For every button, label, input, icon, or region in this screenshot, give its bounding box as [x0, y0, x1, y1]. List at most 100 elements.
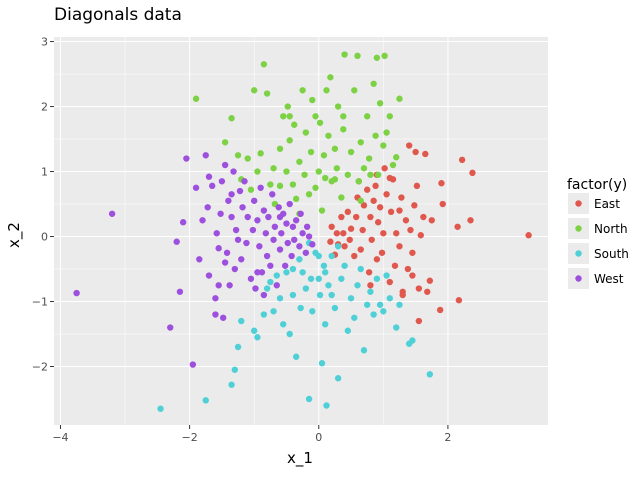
axis-ticks: −4 −2 0 2 −2 −1 0 1 2 3: [32, 36, 452, 444]
data-point-south: [351, 314, 358, 321]
data-point-north: [270, 165, 277, 172]
data-point-east: [333, 230, 341, 237]
data-point-north: [257, 150, 264, 157]
x-tick-label: −4: [52, 431, 68, 444]
data-point-west: [271, 223, 279, 230]
data-point-south: [344, 327, 352, 334]
data-point-west: [238, 256, 245, 263]
data-points: [73, 51, 532, 412]
legend-label-east: East: [594, 197, 620, 211]
data-point-east: [417, 232, 424, 239]
data-point-west: [215, 282, 222, 289]
data-point-west: [267, 262, 274, 269]
data-point-south: [334, 243, 342, 250]
data-point-east: [454, 223, 461, 230]
legend-label-north: North: [594, 222, 628, 236]
data-point-north: [263, 90, 271, 97]
data-point-west: [258, 269, 266, 276]
data-point-west: [244, 213, 251, 221]
data-point-west: [257, 184, 264, 191]
data-point-north: [318, 207, 326, 214]
data-point-west: [269, 191, 276, 198]
data-point-east: [359, 226, 366, 234]
data-point-east: [383, 191, 390, 198]
data-point-west: [219, 314, 227, 321]
data-point-south: [315, 275, 322, 282]
data-point-south: [383, 272, 390, 279]
data-point-north: [192, 95, 200, 102]
data-point-west: [303, 223, 311, 230]
data-point-south: [360, 347, 368, 354]
data-point-north: [373, 54, 381, 61]
data-point-south: [318, 360, 326, 367]
data-point-east: [420, 213, 427, 221]
data-point-east: [402, 217, 410, 224]
data-point-west: [179, 219, 187, 226]
data-point-south: [270, 308, 277, 315]
data-point-south: [296, 256, 303, 263]
data-point-west: [270, 236, 277, 243]
data-point-west: [167, 324, 174, 331]
x-axis-title: x_1: [287, 449, 313, 468]
data-point-west: [286, 200, 293, 208]
data-point-east: [438, 180, 445, 187]
data-point-west: [281, 262, 289, 269]
data-point-north: [280, 113, 287, 120]
data-point-west: [212, 311, 219, 318]
data-point-north: [360, 165, 368, 172]
data-point-south: [289, 291, 297, 299]
data-point-east: [458, 156, 466, 164]
y-tick-label: 0: [41, 231, 48, 244]
data-point-west: [305, 233, 313, 240]
data-point-north: [301, 171, 308, 178]
data-point-north: [292, 195, 300, 203]
data-point-west: [297, 210, 304, 217]
data-point-east: [422, 150, 429, 158]
x-tick-label: −2: [181, 431, 197, 444]
data-point-south: [234, 343, 242, 351]
data-point-west: [232, 226, 240, 234]
y-axis-title: x_2: [5, 222, 24, 248]
data-point-east: [351, 252, 358, 260]
data-point-east: [426, 277, 434, 284]
data-point-north: [325, 132, 332, 139]
data-point-south: [307, 275, 315, 282]
y-tick-label: 2: [41, 101, 48, 114]
data-point-west: [213, 230, 220, 237]
data-point-north: [322, 174, 329, 182]
data-point-east: [424, 288, 431, 295]
data-point-north: [286, 113, 293, 120]
data-point-east: [327, 238, 334, 245]
data-point-south: [250, 327, 258, 334]
y-tick-label: 1: [41, 166, 48, 179]
data-point-west: [234, 236, 242, 243]
data-point-north: [367, 171, 374, 178]
data-point-east: [404, 265, 412, 273]
data-point-west: [276, 213, 284, 221]
data-point-west: [284, 239, 291, 247]
data-point-east: [396, 207, 403, 214]
data-point-west: [215, 245, 222, 252]
data-point-north: [374, 171, 382, 178]
data-point-south: [393, 324, 400, 331]
data-point-west: [247, 275, 255, 282]
data-point-east: [469, 169, 476, 177]
data-point-west: [260, 207, 268, 214]
data-point-east: [357, 246, 364, 253]
data-point-east: [415, 317, 423, 325]
data-point-west: [289, 223, 297, 230]
data-point-north: [357, 139, 364, 146]
data-point-north: [393, 154, 400, 161]
data-point-south: [320, 262, 328, 269]
data-point-south: [396, 301, 403, 308]
data-point-north: [344, 171, 352, 178]
data-point-west: [221, 161, 229, 169]
data-point-north: [302, 129, 310, 136]
data-point-east: [363, 186, 371, 193]
data-point-west: [249, 226, 257, 234]
data-point-east: [372, 182, 379, 190]
data-point-north: [363, 113, 371, 120]
data-point-east: [467, 217, 474, 224]
data-point-north: [340, 113, 347, 120]
data-point-south: [322, 321, 329, 328]
